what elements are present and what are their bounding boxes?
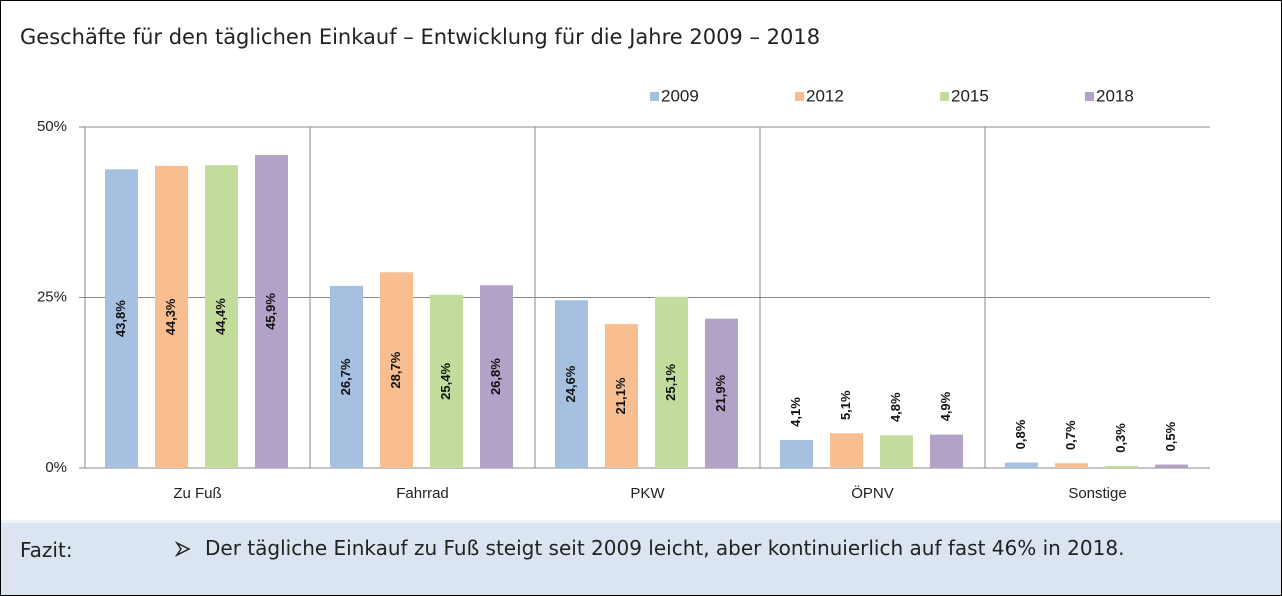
bar xyxy=(780,440,813,468)
bar xyxy=(380,272,413,468)
value-label: 4,8% xyxy=(888,392,903,422)
x-tick-label: Sonstige xyxy=(1068,485,1126,502)
legend-label: 2009 xyxy=(661,86,699,105)
chart: Geschäfte für den täglichen Einkauf – En… xyxy=(20,25,1210,502)
value-label: 45,9% xyxy=(263,293,278,330)
bar xyxy=(705,318,738,468)
value-label: 4,9% xyxy=(938,391,953,421)
x-tick-label: ÖPNV xyxy=(851,484,894,502)
bar xyxy=(1055,463,1088,468)
value-label: 21,1% xyxy=(613,377,628,414)
x-tick-label: PKW xyxy=(630,485,665,502)
value-label: 25,4% xyxy=(438,363,453,400)
y-tick-label: 0% xyxy=(45,459,67,476)
value-label: 0,5% xyxy=(1163,421,1178,451)
legend-swatch xyxy=(650,92,659,101)
fazit-box: Fazit: Der tägliche Einkauf zu Fuß steig… xyxy=(1,520,1281,595)
fazit-text: Der tägliche Einkauf zu Fuß steigt seit … xyxy=(205,536,1125,560)
bullet-arrow xyxy=(175,541,191,557)
legend-label: 2018 xyxy=(1096,86,1134,105)
bar xyxy=(930,434,963,468)
value-label: 0,8% xyxy=(1013,419,1028,449)
value-label: 43,8% xyxy=(113,300,128,337)
chart-title: Geschäfte für den täglichen Einkauf – En… xyxy=(20,25,820,49)
bar xyxy=(330,285,363,468)
value-label: 25,1% xyxy=(663,364,678,401)
bar xyxy=(1005,462,1038,468)
bar xyxy=(1155,464,1188,468)
bar xyxy=(430,294,463,468)
bar xyxy=(1105,465,1138,468)
x-tick-label: Fahrrad xyxy=(396,485,449,502)
value-label: 4,1% xyxy=(788,397,803,427)
value-label: 24,6% xyxy=(563,365,578,402)
bar xyxy=(205,165,238,468)
value-label: 44,4% xyxy=(213,298,228,335)
legend-swatch xyxy=(795,92,804,101)
bar xyxy=(155,165,188,468)
y-tick-label: 25% xyxy=(37,288,67,305)
value-label: 0,3% xyxy=(1113,423,1128,453)
value-label: 44,3% xyxy=(163,298,178,335)
fazit-label: Fazit: xyxy=(20,538,73,562)
bar xyxy=(105,169,138,468)
legend-swatch xyxy=(940,92,949,101)
bar xyxy=(255,154,288,468)
value-label: 21,9% xyxy=(713,374,728,411)
value-label: 5,1% xyxy=(838,390,853,420)
legend-label: 2015 xyxy=(951,86,989,105)
x-tick-label: Zu Fuß xyxy=(173,485,221,502)
y-tick-label: 50% xyxy=(37,118,67,135)
bar xyxy=(605,324,638,468)
value-label: 0,7% xyxy=(1063,420,1078,450)
bar xyxy=(830,433,863,468)
bar xyxy=(880,435,913,468)
value-label: 26,8% xyxy=(488,358,503,395)
bar xyxy=(480,285,513,468)
legend-label: 2012 xyxy=(806,86,844,105)
value-label: 26,7% xyxy=(338,358,353,395)
value-label: 28,7% xyxy=(388,351,403,388)
legend-swatch xyxy=(1085,92,1094,101)
bar xyxy=(655,296,688,468)
bar xyxy=(555,300,588,468)
